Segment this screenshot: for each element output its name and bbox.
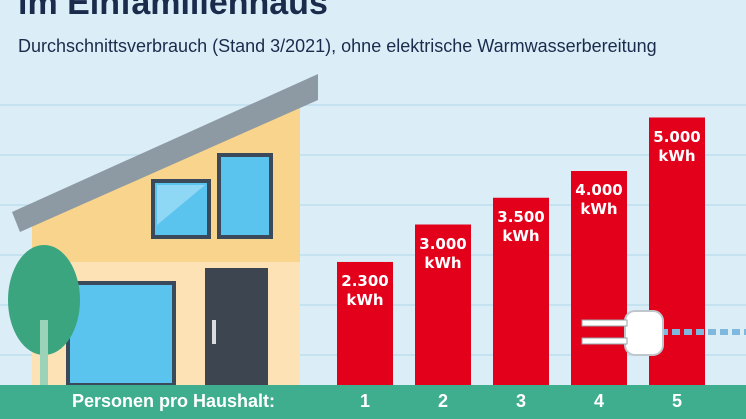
value-label: 2.300 kWh bbox=[341, 271, 389, 309]
bar bbox=[493, 197, 549, 385]
bar bbox=[571, 171, 627, 385]
chart-title: im Einfamilienhaus bbox=[18, 0, 328, 22]
bar bbox=[415, 224, 471, 385]
x-tick-label: 3 bbox=[516, 391, 526, 411]
x-tick-label: 2 bbox=[438, 391, 448, 411]
value-label: 3.500 kWh bbox=[497, 207, 545, 245]
bar bbox=[337, 261, 393, 385]
chart-subtitle: Durchschnittsverbrauch (Stand 3/2021), o… bbox=[18, 36, 657, 56]
value-label: 3.000 kWh bbox=[419, 234, 467, 272]
x-tick-label: 5 bbox=[672, 391, 682, 411]
x-axis-label: Personen pro Haushalt: bbox=[72, 391, 275, 411]
value-label: 4.000 kWh bbox=[575, 181, 623, 218]
x-tick-label: 4 bbox=[594, 391, 604, 411]
x-tick-label: 1 bbox=[360, 391, 370, 411]
house bbox=[8, 74, 318, 387]
plug bbox=[581, 310, 746, 356]
value-label: 5.000 kWh bbox=[653, 127, 701, 165]
axis-band bbox=[0, 385, 746, 419]
